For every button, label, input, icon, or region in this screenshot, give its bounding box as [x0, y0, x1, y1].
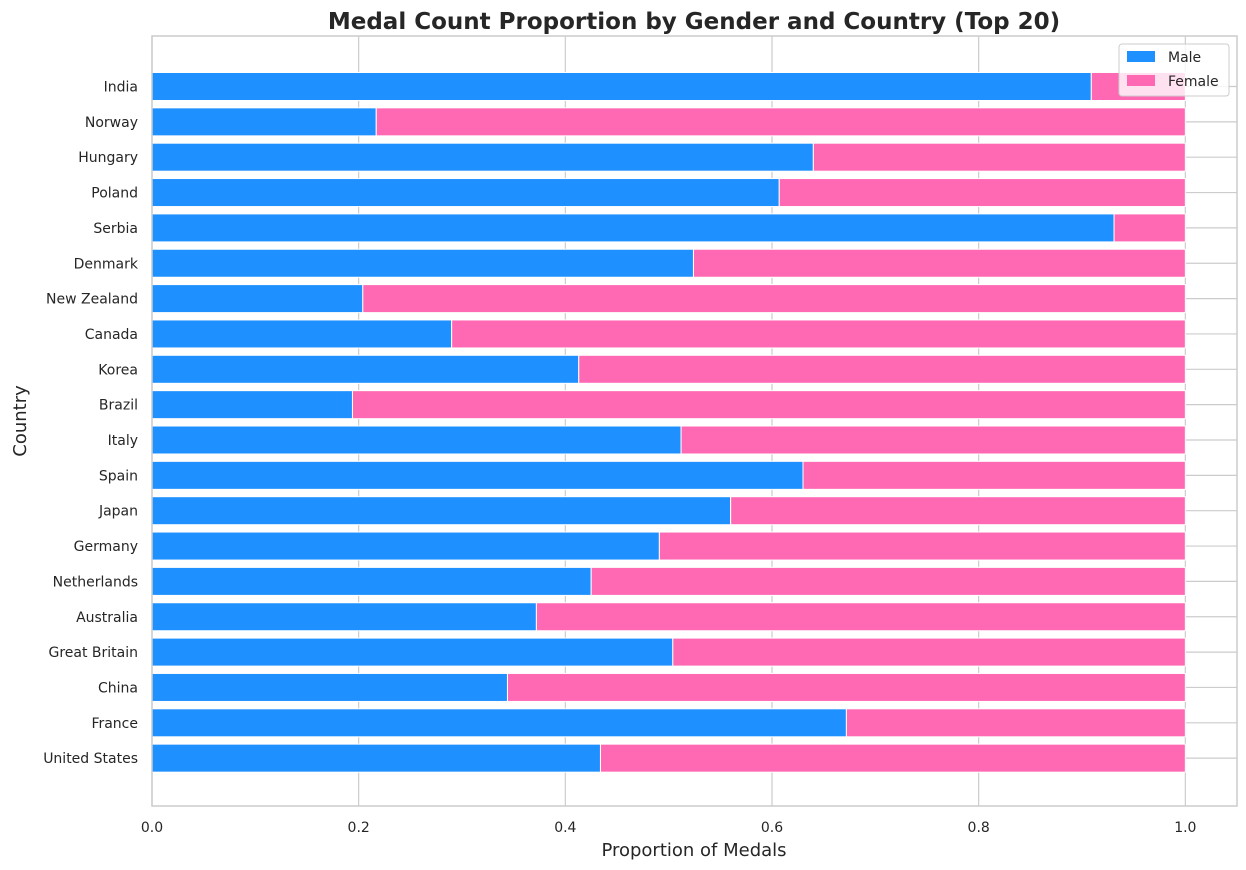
bar-female-canada — [451, 319, 1186, 349]
bar-female-new-zealand — [362, 284, 1186, 314]
x-tick-label: 0.2 — [348, 820, 370, 836]
y-tick-label: India — [104, 80, 138, 96]
bar-male-new-zealand — [151, 284, 364, 314]
bar-male-netherlands — [151, 566, 592, 596]
bar-female-italy — [680, 425, 1186, 455]
bar-female-spain — [802, 460, 1186, 490]
bar-male-italy — [151, 425, 682, 455]
bar-female-korea — [578, 354, 1186, 384]
bar-male-germany — [151, 531, 660, 561]
chart-title: Medal Count Proportion by Gender and Cou… — [328, 9, 1060, 35]
y-tick-label: Japan — [98, 504, 138, 520]
plot-frame — [151, 35, 1238, 807]
legend-swatch-female — [1127, 75, 1155, 86]
bar-female-serbia — [1113, 213, 1186, 243]
bar-female-france — [845, 708, 1186, 738]
bar-male-india — [151, 72, 1092, 101]
bar-female-poland — [778, 178, 1186, 208]
y-tick-label: China — [98, 680, 138, 696]
bar-male-australia — [151, 602, 537, 632]
legend-label-male: Male — [1168, 50, 1201, 66]
bars — [151, 72, 1186, 773]
x-tick-label: 0.8 — [968, 820, 990, 836]
y-tick-label: Korea — [98, 362, 138, 378]
bar-male-spain — [151, 460, 804, 490]
bar-female-japan — [730, 496, 1186, 526]
legend-label-female: Female — [1168, 74, 1219, 90]
y-tick-label: Great Britain — [48, 645, 138, 661]
x-tick-label: 0.6 — [761, 820, 783, 836]
x-tick-label: 0.0 — [141, 820, 163, 836]
x-axis-label: Proportion of Medals — [601, 840, 786, 861]
bar-female-united-states — [599, 743, 1186, 773]
y-tick-label: Norway — [85, 115, 138, 131]
y-tick-label: Germany — [74, 539, 138, 555]
bar-female-netherlands — [590, 566, 1186, 596]
bar-female-denmark — [692, 248, 1186, 278]
bar-male-united-states — [151, 743, 601, 773]
bar-male-france — [151, 708, 847, 738]
x-tick-labels: 0.0 0.2 0.4 0.6 0.8 1.0 — [141, 820, 1197, 836]
legend-swatch-male — [1127, 51, 1155, 62]
bar-female-australia — [535, 602, 1186, 632]
y-tick-label: Serbia — [93, 221, 138, 237]
x-tick-label: 1.0 — [1174, 820, 1196, 836]
bar-female-brazil — [351, 390, 1186, 420]
y-tick-label: Australia — [76, 610, 138, 626]
y-tick-label: Italy — [108, 433, 138, 449]
y-tick-label: Canada — [85, 327, 138, 343]
y-tick-label: Poland — [91, 186, 138, 202]
y-tick-label: New Zealand — [46, 292, 138, 308]
y-tick-label: Brazil — [99, 398, 138, 414]
x-tick-label: 0.4 — [554, 820, 576, 836]
bar-male-japan — [151, 496, 732, 526]
bar-female-norway — [375, 107, 1186, 137]
bar-female-hungary — [812, 142, 1186, 172]
y-tick-label: Spain — [99, 468, 138, 484]
bar-male-norway — [151, 107, 377, 137]
y-tick-label: Hungary — [78, 150, 138, 166]
y-tick-labels: India Norway Hungary Poland Serbia Denmark New… — [43, 80, 139, 768]
bar-male-korea — [151, 354, 580, 384]
bar-male-denmark — [151, 248, 694, 278]
legend: Male Female — [1118, 43, 1230, 97]
bar-male-canada — [151, 319, 453, 349]
bar-female-germany — [658, 531, 1186, 561]
y-tick-label: France — [91, 716, 138, 732]
bar-female-great-britain — [672, 637, 1186, 667]
bar-male-great-britain — [151, 637, 674, 667]
bar-male-brazil — [151, 390, 353, 420]
y-tick-label: Denmark — [74, 256, 139, 272]
y-tick-label: Netherlands — [53, 574, 138, 590]
y-axis-label: Country — [10, 385, 31, 457]
bar-male-serbia — [151, 213, 1115, 243]
bar-male-poland — [151, 178, 780, 208]
bar-male-china — [151, 672, 508, 702]
bar-female-china — [506, 672, 1186, 702]
y-tick-label: United States — [43, 751, 138, 767]
bar-male-hungary — [151, 142, 814, 172]
